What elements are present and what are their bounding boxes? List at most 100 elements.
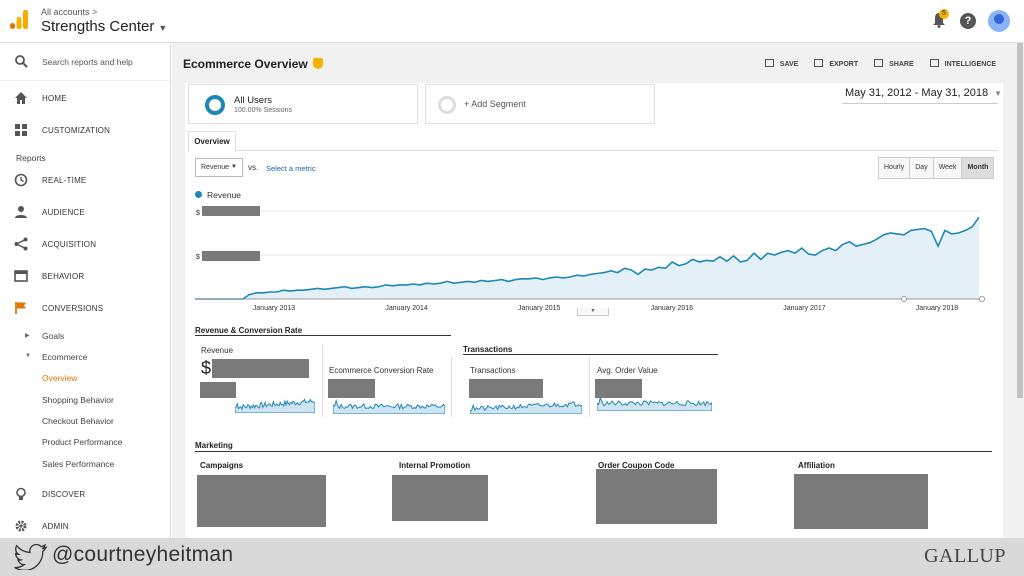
date-underline — [842, 103, 998, 104]
caret-down-icon: ▼ — [158, 23, 168, 33]
aov-sparkline[interactable] — [597, 395, 712, 411]
section-revenue-title: Revenue & Conversion Rate — [195, 326, 303, 335]
kpi-transactions-label: Transactions — [470, 366, 516, 375]
metric-dropdown[interactable]: Revenue ▼ — [195, 158, 243, 177]
date-range-picker[interactable]: May 31, 2012 - May 31, 2018 ▼ — [845, 87, 1002, 99]
sidebar-item-conversions[interactable]: CONVERSIONS — [0, 295, 171, 323]
empty-ring-icon — [438, 96, 456, 114]
x-tick-label: January 2013 — [253, 305, 296, 312]
sidebar-item-label: HOME — [42, 94, 67, 103]
metric-value: Revenue — [201, 164, 230, 171]
revenue-area — [195, 217, 979, 299]
day-button[interactable]: Day — [910, 158, 934, 178]
acquisition-icon — [14, 237, 28, 251]
share-button[interactable]: SHARE — [874, 59, 914, 68]
sidebar-item-home[interactable]: HOME — [0, 85, 171, 113]
account-selector[interactable]: Strengths Center ▼ — [41, 18, 167, 35]
sidebar-sub-ecommerce[interactable]: Ecommerce — [42, 352, 88, 362]
marketing-internal-promotion-label: Internal Promotion — [399, 461, 471, 470]
presentation-footer — [0, 538, 1024, 576]
redacted-conversion-value — [328, 379, 375, 398]
sidebar-item-realtime[interactable]: REAL-TIME — [0, 167, 171, 195]
redacted-aov-value — [595, 379, 642, 398]
legend-swatch — [195, 191, 202, 198]
save-button[interactable]: SAVE — [764, 59, 799, 68]
expand-down-icon[interactable]: ▼ — [25, 353, 31, 359]
redacted-promotion-data — [392, 475, 488, 521]
sidebar-item-behavior[interactable]: BEHAVIOR — [0, 263, 171, 291]
sidebar-item-discover[interactable]: DISCOVER — [0, 481, 171, 509]
revenue-sparkline[interactable] — [235, 395, 315, 413]
sidebar-item-label: ACQUISITION — [42, 240, 97, 249]
add-segment-label: + Add Segment — [464, 99, 526, 109]
sidebar-sub-overview[interactable]: Overview — [42, 373, 78, 383]
save-icon — [764, 59, 774, 67]
save-label: SAVE — [779, 61, 799, 68]
sidebar-sub-product-performance[interactable]: Product Performance — [42, 437, 123, 447]
marketing-affiliation-label: Affiliation — [798, 461, 835, 470]
redacted-transactions-value — [469, 379, 543, 398]
kpi-conversion-label: Ecommerce Conversion Rate — [329, 366, 434, 375]
person-icon — [15, 206, 27, 218]
tab-overview[interactable]: Overview — [188, 131, 236, 152]
chart-expand-handle[interactable]: ▼ — [577, 308, 609, 316]
twitter-icon — [14, 544, 48, 570]
x-tick-label: January 2016 — [651, 305, 694, 312]
tab-bar: Overview — [188, 131, 998, 152]
chart-legend: Revenue — [195, 190, 241, 200]
sidebar-sub-shopping-behavior[interactable]: Shopping Behavior — [42, 395, 114, 405]
add-segment-button[interactable]: + Add Segment — [425, 84, 655, 124]
sidebar-sub-sales-performance[interactable]: Sales Performance — [42, 459, 115, 469]
sidebar-sub-goals[interactable]: Goals — [42, 331, 65, 341]
month-button[interactable]: Month — [962, 158, 994, 178]
gear-icon — [15, 520, 27, 532]
section-underline — [195, 335, 451, 336]
redacted-axis-label — [202, 206, 260, 216]
help-icon[interactable]: ? — [960, 13, 976, 29]
revenue-chart[interactable]: January 2013 January 2014 January 2015 Janu… — [195, 203, 995, 313]
sidebar-item-label: REAL-TIME — [42, 176, 87, 185]
sidebar-item-acquisition[interactable]: ACQUISITION — [0, 231, 171, 259]
sidebar-item-label: CONVERSIONS — [42, 304, 104, 313]
analytics-logo-icon[interactable] — [10, 10, 28, 30]
report-toolbar: SAVE EXPORT SHARE INTELLIGENCE — [764, 59, 996, 68]
top-bar: All accounts > Strengths Center ▼ 5 ? — [0, 0, 1024, 43]
sidebar-item-admin[interactable]: ADMIN — [0, 513, 171, 541]
sidebar-sub-checkout-behavior[interactable]: Checkout Behavior — [42, 416, 114, 426]
redacted-revenue-value — [212, 359, 309, 378]
avatar[interactable] — [988, 10, 1010, 32]
page-title: Ecommerce Overview — [183, 57, 323, 71]
conversion-sparkline[interactable] — [333, 398, 445, 414]
flag-icon — [15, 302, 26, 314]
report-card: All Users 100.00% Sessions + Add Segment… — [185, 83, 1003, 538]
expand-right-icon[interactable]: ▶ — [25, 333, 30, 339]
transactions-sparkline[interactable] — [470, 398, 582, 414]
segment-ring-icon — [205, 95, 225, 115]
intelligence-button[interactable]: INTELLIGENCE — [929, 59, 996, 68]
export-button[interactable]: EXPORT — [814, 59, 858, 68]
section-marketing-title: Marketing — [195, 441, 233, 450]
redacted-axis-label — [202, 251, 260, 261]
kpi-revenue-label: Revenue — [201, 346, 234, 355]
x-tick-label: January 2014 — [385, 305, 428, 312]
notifications-button[interactable]: 5 — [932, 9, 949, 30]
segment-all-users[interactable]: All Users 100.00% Sessions — [188, 84, 418, 124]
sidebar-item-label: DISCOVER — [42, 490, 86, 499]
sidebar-item-customization[interactable]: CUSTOMIZATION — [0, 117, 171, 145]
export-label: EXPORT — [829, 61, 859, 68]
select-metric-link[interactable]: Select a metric — [266, 164, 316, 173]
granularity-toggle: Hourly Day Week Month — [878, 157, 995, 179]
scrollbar-thumb[interactable] — [1017, 43, 1023, 398]
sidebar-item-audience[interactable]: AUDIENCE — [0, 199, 171, 227]
kpi-aov-label: Avg. Order Value — [597, 366, 658, 375]
hourly-button[interactable]: Hourly — [879, 158, 911, 178]
week-button[interactable]: Week — [933, 158, 963, 178]
search-box[interactable]: Search reports and help — [0, 43, 171, 81]
breadcrumb[interactable]: All accounts > — [41, 7, 98, 17]
x-tick-label: January 2015 — [518, 305, 561, 312]
scrollbar[interactable] — [1016, 43, 1024, 538]
kpi-divider — [451, 357, 452, 417]
redacted-revenue-change — [200, 382, 236, 398]
kpi-divider — [589, 357, 590, 417]
marketing-campaigns-label: Campaigns — [200, 461, 244, 470]
